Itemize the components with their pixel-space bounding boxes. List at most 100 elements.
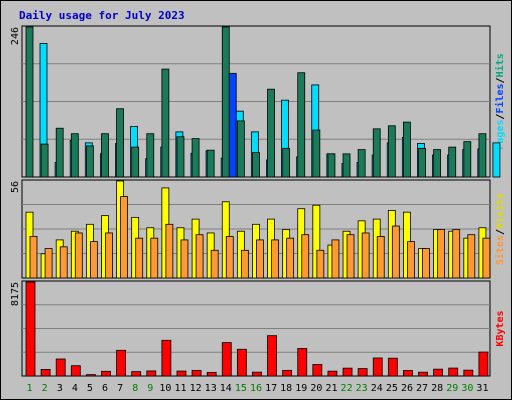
bar-sites-day-22 [346,234,355,279]
bar-hits-day-21 [327,153,336,178]
bar-sites-day-3 [59,246,68,279]
bar-hits-day-11 [176,136,185,178]
bar-kbytes-day-29 [448,367,459,377]
day-label-19: 19 [295,383,307,394]
bar-hits-day-10 [161,68,170,178]
bar-sites-day-23 [361,232,370,279]
bar-sites-day-24 [376,236,385,279]
panel-bottom-legend: KBytes [495,310,506,346]
day-label-20: 20 [310,383,322,394]
bar-hits-day-13 [206,149,215,178]
panel-middle: 56 Sites/Visits [10,179,506,279]
bar-hits-day-23 [357,149,366,178]
bar-hits-day-24 [372,128,381,178]
bar-kbytes-day-10 [161,339,172,377]
bar-hits-day-14 [221,26,230,178]
day-label-14: 14 [220,383,232,394]
bar-sites-day-19 [301,234,310,279]
day-label-2: 2 [42,383,48,394]
day-label-10: 10 [159,383,171,394]
bar-hits-day-31 [478,133,487,178]
panel-bottom: 8175 KBytes [10,280,506,377]
bar-sites-day-7 [120,196,128,279]
day-label-6: 6 [102,383,108,394]
bar-visits-day-20 [312,204,321,279]
legend-hits: Hits [494,53,506,77]
legend-files: Files [494,83,506,113]
day-label-7: 7 [117,383,123,394]
bar-sites-day-21 [331,239,340,279]
bar-kbytes-day-8 [131,371,142,377]
day-label-24: 24 [371,383,383,394]
bar-kbytes-day-25 [387,357,398,377]
panel-middle-max-label: 56 [10,181,21,193]
bar-hits-day-15 [236,120,245,178]
legend-separator: / [495,77,506,83]
bar-kbytes-day-30 [463,369,474,377]
bar-kbytes-day-1 [25,281,36,377]
panel-middle-legend: Sites/Visits [494,193,506,265]
bar-kbytes-day-22 [342,367,353,377]
legend-kbytes: KBytes [495,310,506,346]
bar-hits-day-28 [433,149,442,178]
bar-hits-day-17 [267,88,275,178]
bar-kbytes-day-3 [55,358,66,377]
bar-sites-day-26 [407,241,415,279]
panel-middle-legend-text: Sites/Visits [494,193,506,265]
day-label-30: 30 [461,383,473,394]
bar-sites-day-8 [135,237,144,279]
chart-panels: 246Pages/Files/Hits56Sites/Visits8175KBy… [10,25,506,377]
bar-kbytes-day-26 [403,370,413,377]
bar-hits-day-6 [101,133,109,178]
bar-sites-day-20 [316,249,325,279]
bar-kbytes-day-19 [297,348,308,377]
panel-top-legend: Pages/Files/Hits [494,53,506,149]
bar-kbytes-day-18 [282,369,293,377]
bar-kbytes-day-5 [85,374,96,377]
bar-hits-day-3 [55,127,64,178]
bar-kbytes-day-11 [176,370,187,377]
bar-hits-day-19 [297,72,306,178]
bar-hits-day-12 [191,138,200,178]
day-label-17: 17 [265,383,277,394]
day-label-16: 16 [250,383,262,394]
bar-sites-day-10 [165,223,174,279]
day-label-11: 11 [174,383,186,394]
bar-hits-day-5 [85,145,94,178]
legend-pages: Pages [495,120,506,150]
bar-sites-day-9 [150,237,159,279]
day-label-31: 31 [476,383,488,394]
day-label-5: 5 [87,383,93,394]
bar-kbytes-day-15 [236,348,247,377]
bar-sites-day-6 [105,232,113,279]
panel-top-max-label: 246 [10,27,21,45]
bar-sites-day-25 [391,225,400,279]
bar-kbytes-day-9 [146,370,157,377]
day-axis: 1 2 3 4 5 6 7 8 9 10 11 12 13 14 15 16 17 18 19 20 21 22 23 24 2… [27,383,489,394]
day-label-3: 3 [57,383,63,394]
day-label-21: 21 [325,383,337,394]
chart-title: Daily usage for July 2023 [19,9,185,22]
bar-kbytes-day-20 [312,364,323,377]
day-label-1: 1 [27,383,33,394]
bar-sites-day-30 [467,234,476,279]
panel-bottom-legend-text: KBytes [495,310,506,346]
day-label-23: 23 [356,383,368,394]
bar-pages-day-31 [492,142,501,178]
bar-hits-day-8 [131,146,140,178]
day-label-15: 15 [235,383,247,394]
day-label-25: 25 [386,383,398,394]
bar-kbytes-day-31 [478,351,489,377]
bar-kbytes-day-24 [372,357,383,377]
bar-sites-day-17 [271,239,279,279]
legend-sites: Sites [494,235,506,265]
bar-kbytes-day-16 [252,371,262,377]
panel-bottom-max-label: 8175 [10,282,21,306]
bar-sites-day-4 [74,232,83,279]
bar-hits-day-30 [463,141,472,178]
bar-kbytes-day-23 [357,368,368,377]
